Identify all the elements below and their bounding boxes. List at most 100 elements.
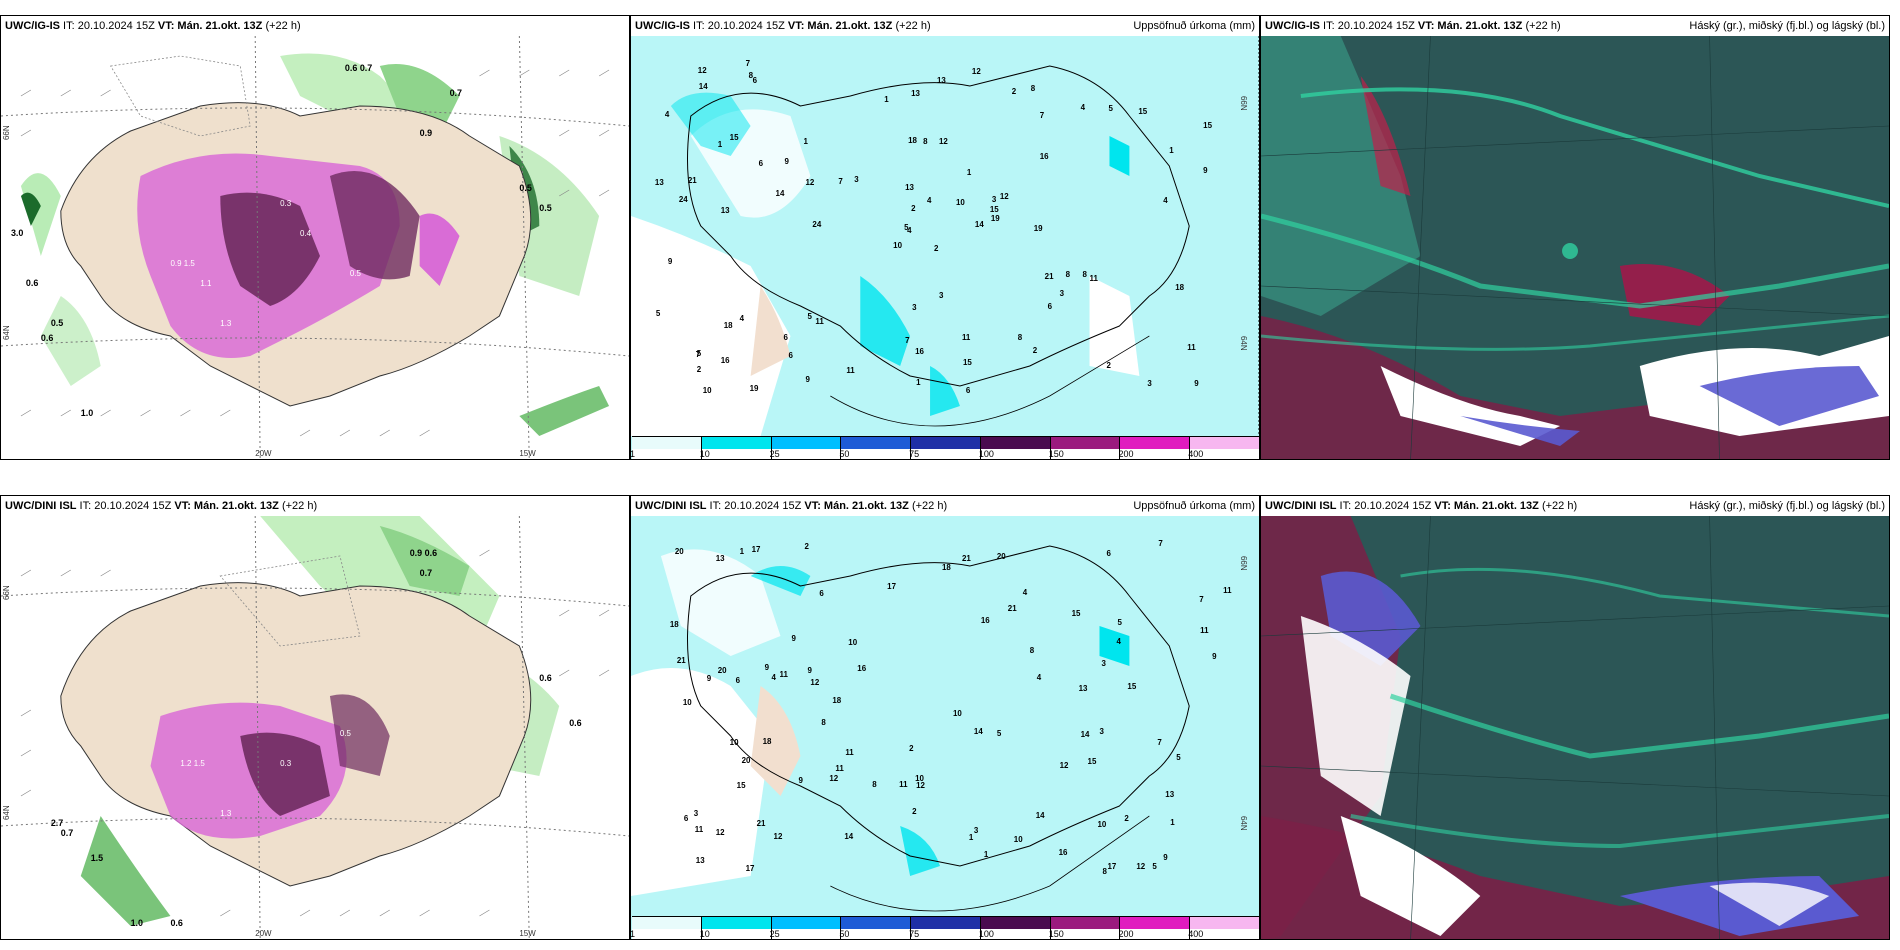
precip-value: 8	[749, 71, 754, 80]
panel-title: UWC/IG-IS IT: 20.10.2024 15Z VT: Mán. 21…	[1265, 20, 1561, 32]
precip-value: 5	[1176, 753, 1181, 762]
svg-text:1.3: 1.3	[220, 319, 232, 328]
precip-value: 10	[703, 386, 712, 395]
legend-label: 75	[909, 929, 920, 939]
legend-swatch	[1050, 917, 1120, 929]
svg-text:66N: 66N	[2, 125, 11, 140]
precip-value: 1	[884, 95, 889, 104]
legend-swatch	[701, 437, 771, 449]
init-time: IT: 20.10.2024 15Z	[76, 500, 175, 512]
precip-value: 8	[1102, 867, 1107, 876]
legend-cell: 75	[909, 437, 981, 459]
precip-value: 12	[805, 178, 814, 187]
precip-value: 8	[1066, 270, 1071, 279]
precip-value: 9	[707, 674, 712, 683]
svg-text:15W: 15W	[519, 449, 536, 458]
precip-value: 21	[688, 176, 697, 185]
precip-value: 16	[1059, 848, 1068, 857]
precip-value: 24	[812, 220, 821, 229]
legend-label: 10	[699, 929, 710, 939]
precip-value: 12	[829, 774, 838, 783]
precip-value: 4	[772, 673, 777, 682]
precip-value: 12	[1000, 192, 1009, 201]
precip-value: 12	[972, 67, 981, 76]
precip-value: 1	[969, 833, 974, 842]
lead-time: (+22 h)	[278, 500, 318, 512]
panel-title: UWC/DINI ISL IT: 20.10.2024 15Z VT: Mán.…	[1265, 500, 1577, 512]
precip-value: 3	[1147, 379, 1152, 388]
precip-value: 4	[1116, 637, 1121, 646]
panel-header: UWC/DINI ISL IT: 20.10.2024 15Z VT: Mán.…	[1, 496, 629, 516]
legend-cell: 1	[631, 437, 702, 459]
lead-time: (+22 h)	[1538, 500, 1578, 512]
svg-text:64N: 64N	[1239, 336, 1248, 351]
precip-value: 2	[804, 542, 809, 551]
precip-value: 13	[721, 206, 730, 215]
valid-time: VT: Mán. 21.okt. 13Z	[174, 500, 279, 512]
precip-value: 9	[805, 375, 810, 384]
legend-label: 50	[839, 929, 850, 939]
precip-value: 13	[655, 178, 664, 187]
precip-value: 11	[899, 780, 908, 789]
precip-value: 9	[807, 666, 812, 675]
precip-value: 4	[1081, 103, 1086, 112]
svg-text:0.7: 0.7	[61, 828, 73, 838]
legend-swatch	[841, 917, 911, 929]
svg-text:0.6: 0.6	[170, 918, 182, 928]
panel-variable-label: Uppsöfnuð úrkoma (mm)	[1133, 20, 1255, 32]
svg-text:0.9: 0.9	[420, 128, 432, 138]
precip-value: 9	[798, 776, 803, 785]
precip-value: 13	[716, 554, 725, 563]
precip-value: 9	[785, 157, 790, 166]
precip-value: 14	[776, 189, 785, 198]
init-time: IT: 20.10.2024 15Z	[1336, 500, 1435, 512]
legend-label: 200	[1118, 449, 1134, 459]
panel-variable-label: Uppsöfnuð úrkoma (mm)	[1133, 500, 1255, 512]
precip-value: 15	[963, 358, 972, 367]
precip-value: 6	[784, 333, 789, 342]
map-bottom-left: 66N 64N 20W 15W 0.9 0.6 0.7 0.6 0.6 2.7 …	[1, 516, 629, 939]
legend-cell: 25	[770, 917, 842, 939]
svg-text:3.0: 3.0	[11, 228, 23, 238]
precip-value: 19	[750, 384, 759, 393]
precip-value: 2	[1106, 361, 1111, 370]
model-name: UWC/IG-IS	[1265, 20, 1320, 32]
precip-value: 18	[670, 620, 679, 629]
precip-value: 2	[1033, 346, 1038, 355]
precip-value: 11	[1090, 274, 1099, 283]
precip-value: 7	[838, 177, 843, 186]
precip-value: 3	[939, 291, 944, 300]
legend-swatch	[980, 917, 1050, 929]
precip-color-legend: 1 10 25 50 75 100 150 200 400	[631, 436, 1259, 459]
precip-value: 7	[696, 350, 701, 359]
precip-value: 6	[684, 814, 689, 823]
svg-text:1.3: 1.3	[220, 809, 232, 818]
panel-bottom-middle-precip: UWC/DINI ISL IT: 20.10.2024 15Z VT: Mán.…	[630, 495, 1260, 940]
legend-label: 100	[978, 449, 994, 459]
valid-time: VT: Mán. 21.okt. 13Z	[1417, 20, 1523, 32]
lead-time: (+22 h)	[262, 20, 301, 32]
precip-value: 11	[1187, 343, 1196, 352]
precip-value: 16	[857, 664, 866, 673]
precip-value: 6	[1106, 549, 1111, 558]
precip-value: 8	[872, 780, 877, 789]
legend-swatch	[632, 437, 701, 449]
legend-label: 200	[1118, 929, 1134, 939]
svg-text:0.6: 0.6	[26, 278, 38, 288]
panel-header: UWC/IG-IS IT: 20.10.2024 15Z VT: Mán. 21…	[1, 16, 629, 36]
legend-label: 75	[909, 449, 920, 459]
precip-value: 14	[974, 727, 983, 736]
legend-cell: 75	[909, 917, 981, 939]
svg-text:0.6: 0.6	[569, 718, 581, 728]
svg-text:0.5: 0.5	[519, 183, 531, 193]
panel-title: UWC/IG-IS IT: 20.10.2024 15Z VT: Mán. 21…	[635, 20, 931, 32]
precip-value: 15	[737, 781, 746, 790]
precip-value: 18	[832, 696, 841, 705]
init-time: IT: 20.10.2024 15Z	[60, 20, 158, 32]
svg-text:0.5: 0.5	[340, 729, 352, 738]
precip-value: 11	[845, 748, 854, 757]
legend-swatch	[911, 917, 980, 929]
precip-value: 3	[1060, 289, 1065, 298]
precip-value: 6	[736, 676, 741, 685]
precip-value: 12	[716, 828, 725, 837]
